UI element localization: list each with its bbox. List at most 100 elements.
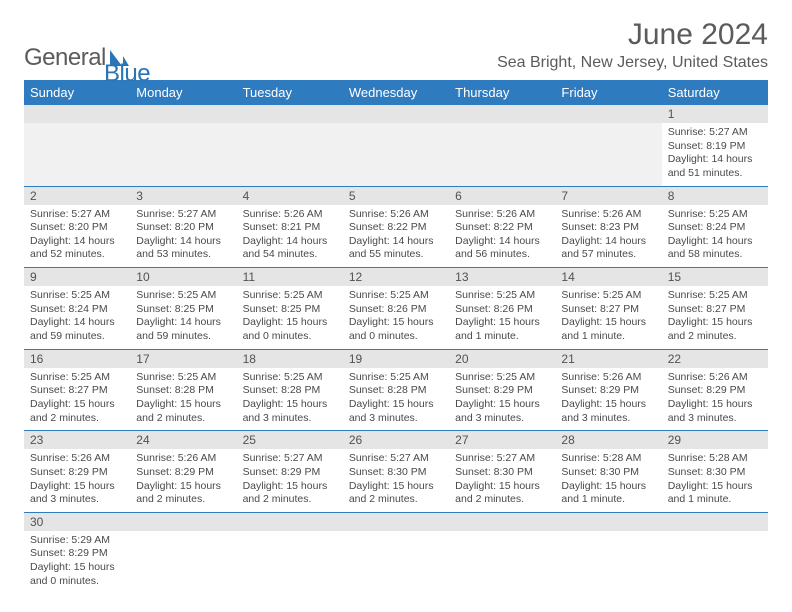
sunset-line: Sunset: 8:29 PM [30, 466, 124, 480]
sunrise-line: Sunrise: 5:26 AM [561, 371, 655, 385]
calendar-cell: Sunrise: 5:25 AMSunset: 8:27 PMDaylight:… [24, 368, 130, 431]
day-number: 1 [662, 105, 768, 123]
calendar-cell-empty [237, 123, 343, 186]
daylight-line: Daylight: 15 hours and 2 minutes. [349, 480, 443, 507]
sunrise-line: Sunrise: 5:28 AM [668, 452, 762, 466]
sunset-line: Sunset: 8:21 PM [243, 221, 337, 235]
calendar-cell-empty [449, 531, 555, 594]
sunset-line: Sunset: 8:27 PM [668, 303, 762, 317]
sunrise-line: Sunrise: 5:25 AM [136, 289, 230, 303]
calendar-cell-empty [237, 531, 343, 594]
calendar-cell: Sunrise: 5:25 AMSunset: 8:27 PMDaylight:… [662, 286, 768, 349]
calendar-cell: Sunrise: 5:25 AMSunset: 8:28 PMDaylight:… [237, 368, 343, 431]
calendar-week: Sunrise: 5:27 AMSunset: 8:20 PMDaylight:… [24, 205, 768, 269]
sunset-line: Sunset: 8:19 PM [668, 140, 762, 154]
sunrise-line: Sunrise: 5:27 AM [349, 452, 443, 466]
calendar-cell: Sunrise: 5:25 AMSunset: 8:25 PMDaylight:… [237, 286, 343, 349]
sunrise-line: Sunrise: 5:27 AM [668, 126, 762, 140]
day-number: 28 [555, 431, 661, 449]
sunset-line: Sunset: 8:29 PM [243, 466, 337, 480]
sunset-line: Sunset: 8:30 PM [561, 466, 655, 480]
calendar-cell: Sunrise: 5:25 AMSunset: 8:27 PMDaylight:… [555, 286, 661, 349]
calendar-cell-empty [130, 123, 236, 186]
daylight-line: Daylight: 14 hours and 53 minutes. [136, 235, 230, 262]
calendar-cell: Sunrise: 5:25 AMSunset: 8:26 PMDaylight:… [449, 286, 555, 349]
day-number-band: 30 [24, 513, 768, 531]
sunset-line: Sunset: 8:25 PM [243, 303, 337, 317]
day-number-band: 2345678 [24, 187, 768, 205]
sunrise-line: Sunrise: 5:25 AM [455, 371, 549, 385]
calendar-cell: Sunrise: 5:25 AMSunset: 8:26 PMDaylight:… [343, 286, 449, 349]
sunset-line: Sunset: 8:30 PM [455, 466, 549, 480]
daylight-line: Daylight: 15 hours and 3 minutes. [668, 398, 762, 425]
calendar-cell: Sunrise: 5:25 AMSunset: 8:28 PMDaylight:… [130, 368, 236, 431]
logo-text-1: General [24, 44, 106, 72]
day-number: 19 [343, 350, 449, 368]
location: Sea Bright, New Jersey, United States [497, 54, 768, 72]
sunrise-line: Sunrise: 5:25 AM [136, 371, 230, 385]
daylight-line: Daylight: 15 hours and 0 minutes. [30, 561, 124, 588]
calendar-cell-empty [130, 531, 236, 594]
sunset-line: Sunset: 8:27 PM [30, 384, 124, 398]
calendar-cell: Sunrise: 5:26 AMSunset: 8:29 PMDaylight:… [555, 368, 661, 431]
day-number: 15 [662, 268, 768, 286]
daylight-line: Daylight: 15 hours and 2 minutes. [455, 480, 549, 507]
day-number: 29 [662, 431, 768, 449]
sunrise-line: Sunrise: 5:25 AM [668, 289, 762, 303]
sunrise-line: Sunrise: 5:25 AM [349, 371, 443, 385]
daylight-line: Daylight: 14 hours and 57 minutes. [561, 235, 655, 262]
calendar-cell-empty [343, 123, 449, 186]
sunrise-line: Sunrise: 5:27 AM [243, 452, 337, 466]
calendar-cell: Sunrise: 5:27 AMSunset: 8:20 PMDaylight:… [24, 205, 130, 268]
calendar-cell: Sunrise: 5:27 AMSunset: 8:20 PMDaylight:… [130, 205, 236, 268]
daylight-line: Daylight: 15 hours and 1 minute. [561, 480, 655, 507]
sunset-line: Sunset: 8:20 PM [30, 221, 124, 235]
day-name: Saturday [662, 80, 768, 105]
calendar-cell: Sunrise: 5:25 AMSunset: 8:28 PMDaylight:… [343, 368, 449, 431]
calendar-cell-empty [662, 531, 768, 594]
calendar-cell: Sunrise: 5:26 AMSunset: 8:29 PMDaylight:… [24, 449, 130, 512]
calendar-week: Sunrise: 5:26 AMSunset: 8:29 PMDaylight:… [24, 449, 768, 513]
calendar-cell: Sunrise: 5:26 AMSunset: 8:22 PMDaylight:… [449, 205, 555, 268]
daylight-line: Daylight: 15 hours and 3 minutes. [561, 398, 655, 425]
sunset-line: Sunset: 8:22 PM [349, 221, 443, 235]
calendar-cell-empty [24, 123, 130, 186]
daylight-line: Daylight: 15 hours and 2 minutes. [136, 480, 230, 507]
calendar-cell: Sunrise: 5:26 AMSunset: 8:29 PMDaylight:… [662, 368, 768, 431]
day-number: 25 [237, 431, 343, 449]
daylight-line: Daylight: 14 hours and 59 minutes. [30, 316, 124, 343]
sunset-line: Sunset: 8:29 PM [455, 384, 549, 398]
day-number: 2 [24, 187, 130, 205]
sunset-line: Sunset: 8:28 PM [136, 384, 230, 398]
day-name: Thursday [449, 80, 555, 105]
sunset-line: Sunset: 8:29 PM [136, 466, 230, 480]
calendar-cell-empty [343, 531, 449, 594]
daylight-line: Daylight: 15 hours and 2 minutes. [243, 480, 337, 507]
daylight-line: Daylight: 15 hours and 2 minutes. [668, 316, 762, 343]
sunset-line: Sunset: 8:20 PM [136, 221, 230, 235]
day-number: 17 [130, 350, 236, 368]
sunrise-line: Sunrise: 5:26 AM [30, 452, 124, 466]
day-number: 18 [237, 350, 343, 368]
sunset-line: Sunset: 8:28 PM [349, 384, 443, 398]
calendar-body: 1Sunrise: 5:27 AMSunset: 8:19 PMDaylight… [24, 105, 768, 593]
sunrise-line: Sunrise: 5:27 AM [136, 208, 230, 222]
calendar-cell: Sunrise: 5:27 AMSunset: 8:30 PMDaylight:… [343, 449, 449, 512]
daylight-line: Daylight: 14 hours and 56 minutes. [455, 235, 549, 262]
day-number: 24 [130, 431, 236, 449]
day-number-band: 23242526272829 [24, 431, 768, 449]
calendar-cell: Sunrise: 5:27 AMSunset: 8:30 PMDaylight:… [449, 449, 555, 512]
sunrise-line: Sunrise: 5:25 AM [349, 289, 443, 303]
calendar-week: Sunrise: 5:25 AMSunset: 8:24 PMDaylight:… [24, 286, 768, 350]
calendar-cell: Sunrise: 5:25 AMSunset: 8:29 PMDaylight:… [449, 368, 555, 431]
calendar-week: Sunrise: 5:27 AMSunset: 8:19 PMDaylight:… [24, 123, 768, 187]
day-name: Tuesday [237, 80, 343, 105]
day-number-band: 9101112131415 [24, 268, 768, 286]
day-number: 20 [449, 350, 555, 368]
sunrise-line: Sunrise: 5:25 AM [455, 289, 549, 303]
sunset-line: Sunset: 8:24 PM [30, 303, 124, 317]
calendar-cell: Sunrise: 5:28 AMSunset: 8:30 PMDaylight:… [662, 449, 768, 512]
sunset-line: Sunset: 8:30 PM [668, 466, 762, 480]
daylight-line: Daylight: 15 hours and 3 minutes. [455, 398, 549, 425]
calendar-cell: Sunrise: 5:25 AMSunset: 8:25 PMDaylight:… [130, 286, 236, 349]
